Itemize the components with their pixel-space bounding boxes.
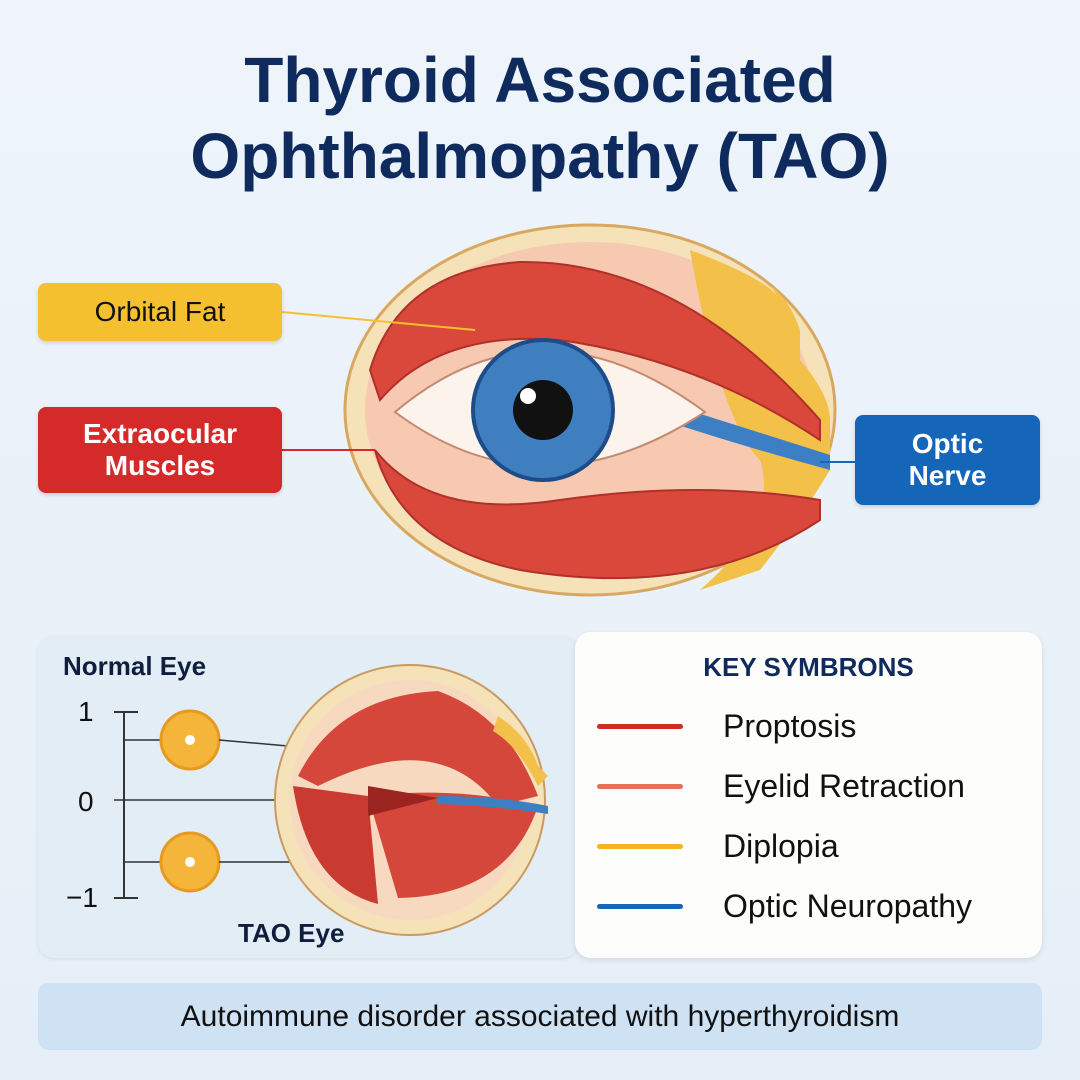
- tao-eye-illustration: [114, 664, 548, 936]
- key-item-label: Eyelid Retraction: [723, 768, 965, 804]
- key-symptoms-panel: KEY SYMBRONS Proptosis Eyelid Retraction…: [575, 632, 1042, 958]
- diplopia-line-swatch: [597, 844, 683, 849]
- comparison-panel: Normal Eye TAO Eye 1 0 −1: [38, 636, 578, 958]
- optic-nerve-label: Optic Nerve: [855, 415, 1040, 505]
- key-item-proptosis: Proptosis: [575, 708, 856, 745]
- proptosis-line-swatch: [597, 724, 683, 729]
- normal-eye-label: Normal Eye: [63, 651, 207, 681]
- extraocular-muscles-label: Extraocular Muscles: [38, 407, 282, 493]
- footer-banner: Autoimmune disorder associated with hype…: [38, 983, 1042, 1050]
- key-item-label: Proptosis: [723, 708, 857, 744]
- fat-globule-top: [159, 709, 221, 771]
- title-line-2: Ophthalmopathy (TAO): [190, 120, 890, 192]
- upper-muscle: [368, 260, 821, 442]
- eye-anatomy-illustration: [281, 223, 855, 597]
- tick-minus-1: −1: [66, 882, 98, 913]
- key-item-eyelid-retraction: Eyelid Retraction: [575, 768, 965, 805]
- tick-1: 1: [78, 696, 94, 727]
- lower-muscle: [374, 449, 821, 580]
- key-item-optic-neuropathy: Optic Neuropathy: [575, 888, 972, 925]
- key-item-diplopia: Diplopia: [575, 828, 839, 865]
- key-item-label: Diplopia: [723, 828, 839, 864]
- title-line-1: Thyroid Associated: [244, 44, 836, 116]
- optic-neuropathy-line-swatch: [597, 904, 683, 909]
- orbital-fat-label: Orbital Fat: [38, 283, 282, 341]
- eyelid-retraction-line-swatch: [597, 784, 683, 789]
- key-heading: KEY SYMBRONS: [703, 652, 914, 682]
- pupil: [513, 380, 573, 440]
- fat-globule-bottom: [159, 831, 221, 893]
- tick-0: 0: [78, 786, 94, 817]
- key-item-label: Optic Neuropathy: [723, 888, 973, 924]
- tao-eye-label: TAO Eye: [238, 918, 345, 948]
